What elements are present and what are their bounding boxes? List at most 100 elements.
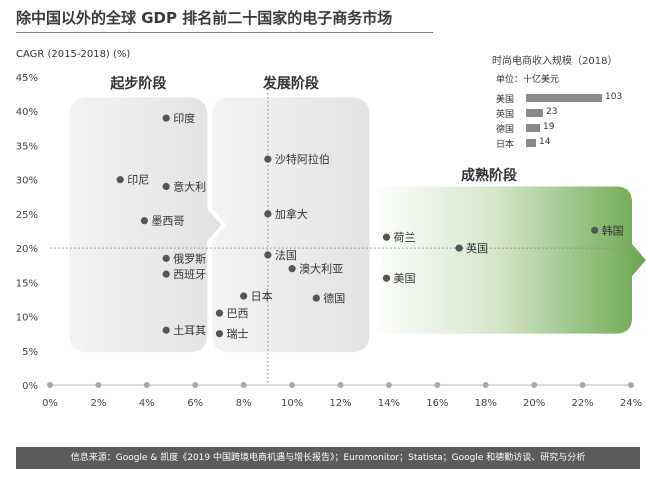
data-label: 加拿大 (275, 207, 308, 221)
data-label: 澳大利亚 (299, 262, 343, 276)
data-label: 美国 (393, 272, 415, 285)
stage-shape-mature (369, 186, 646, 334)
data-label: 土耳其 (173, 324, 206, 337)
y-tick-label: 5% (22, 347, 38, 358)
data-label: 德国 (323, 291, 345, 305)
x-tick-label: 22% (571, 398, 593, 409)
x-tick-mark (289, 382, 296, 388)
y-tick-label: 45% (16, 73, 38, 84)
inset-bar-label: 日本 (496, 140, 515, 150)
data-label: 日本 (251, 289, 273, 303)
x-tick-mark (240, 382, 247, 388)
data-label: 印尼 (127, 174, 149, 187)
inset-bar (526, 124, 540, 132)
data-label: 印度 (173, 111, 195, 125)
data-point (116, 176, 124, 184)
data-label: 意大利 (173, 180, 206, 194)
x-tick-mark (385, 382, 392, 388)
data-label: 墨西哥 (151, 215, 184, 228)
x-tick-label: 0% (42, 398, 58, 409)
stage-label: 发展阶段 (262, 75, 319, 92)
chart-title: 除中国以外的全球 GDP 排名前二十国家的电子商务市场 (16, 9, 393, 27)
x-tick-label: 10% (281, 398, 303, 409)
inset-bar-label: 英国 (496, 110, 515, 120)
data-label: 韩国 (602, 223, 624, 237)
data-label: 荷兰 (393, 231, 415, 244)
data-point (264, 251, 272, 259)
inset-bar (526, 109, 543, 117)
x-tick-label: 6% (187, 398, 203, 409)
data-point (312, 294, 320, 302)
data-point (264, 210, 272, 218)
inset-bar-label: 德国 (496, 125, 515, 135)
source-footer: 信息来源：Google & 凯度《2019 中国跨境电商机遇与增长报告》；Eur… (16, 447, 640, 469)
x-tick-mark (143, 382, 150, 388)
y-tick-label: 25% (16, 210, 38, 221)
inset-bar-label: 美国 (496, 95, 515, 105)
x-tick-label: 14% (378, 398, 400, 409)
data-point (162, 270, 170, 278)
data-point (215, 330, 224, 338)
data-point (140, 217, 149, 225)
data-label: 法国 (275, 248, 297, 262)
x-tick-mark (531, 382, 538, 388)
x-tick-mark (95, 382, 102, 388)
y-tick-label: 15% (16, 278, 38, 289)
inset-bar-value: 19 (543, 122, 555, 132)
x-tick-mark (337, 382, 344, 388)
x-tick-label: 2% (90, 398, 106, 409)
y-tick-label: 20% (16, 244, 38, 255)
data-label: 沙特阿拉伯 (275, 152, 330, 166)
inset-bar-chart: 单位：十亿美元 美国 103 英国 23 德国 19 日本 14 (490, 70, 640, 152)
inset-title: 时尚电商收入规模（2018） (492, 56, 618, 67)
inset-bar (526, 94, 602, 102)
data-point (162, 114, 170, 122)
x-tick-mark (434, 382, 441, 388)
inset-unit: 单位：十亿美元 (496, 75, 560, 85)
x-tick-label: 16% (426, 398, 448, 409)
data-point (240, 292, 248, 300)
data-label: 俄罗斯 (173, 252, 206, 265)
data-label: 巴西 (226, 307, 248, 320)
data-label: 瑞士 (226, 327, 248, 341)
data-point (382, 233, 391, 241)
x-tick-mark (192, 382, 199, 388)
y-tick-label: 35% (16, 141, 38, 152)
x-tick-label: 18% (475, 398, 497, 409)
y-tick-label: 10% (16, 313, 38, 324)
x-tick-mark (47, 382, 53, 388)
data-point (162, 254, 170, 262)
data-point (382, 274, 391, 282)
data-point (162, 182, 170, 191)
y-tick-label: 30% (16, 176, 38, 187)
title-divider (16, 32, 433, 33)
data-point (162, 326, 170, 334)
x-tick-label: 4% (139, 398, 155, 409)
data-point (264, 155, 272, 163)
stage-label: 起步阶段 (109, 75, 166, 92)
y-tick-label: 0% (22, 381, 38, 392)
x-tick-mark (628, 382, 634, 388)
inset-bar-value: 23 (546, 107, 558, 117)
inset-bar-value: 14 (539, 137, 551, 147)
data-label: 英国 (466, 241, 488, 255)
data-point (591, 226, 599, 234)
data-point (215, 309, 224, 317)
scatter-chart: 0% 2% 4% 6% 8% 10% 12% 14% 16% 18% 20% 22% 24% 0% 5% 10… (16, 49, 646, 409)
stage-shape-develop (212, 97, 384, 353)
x-tick-label: 20% (523, 398, 545, 409)
inset-bar-value: 103 (605, 92, 623, 102)
x-tick-label: 8% (236, 398, 252, 409)
x-tick-mark (579, 382, 586, 388)
stage-label: 成熟阶段 (461, 167, 517, 184)
stage-shape-start (69, 97, 222, 353)
data-label: 西班牙 (173, 268, 206, 281)
x-tick-label: 24% (620, 398, 642, 409)
y-axis-label: CAGR (2015-2018) (%) (16, 49, 130, 60)
x-tick-label: 12% (329, 398, 351, 409)
y-tick-label: 40% (16, 107, 38, 118)
x-tick-mark (482, 382, 489, 388)
inset-bar (526, 139, 536, 147)
data-point (288, 265, 296, 273)
data-point (455, 244, 463, 252)
